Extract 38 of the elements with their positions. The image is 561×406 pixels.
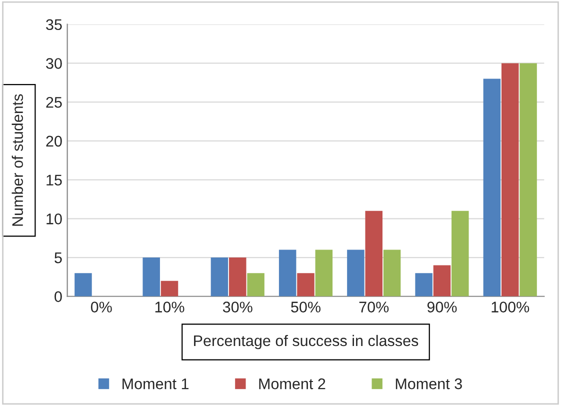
y-tick-label: 35: [46, 19, 62, 30]
x-tick-label: 30%: [222, 302, 252, 312]
bar: [383, 250, 401, 296]
y-tick-label: 0: [54, 291, 62, 302]
bar: [247, 273, 264, 296]
x-axis-title: Percentage of success in classes: [194, 334, 418, 350]
bar: [210, 258, 228, 296]
bar: [501, 63, 519, 296]
y-tick-label: 20: [46, 136, 62, 147]
y-tick-label: 5: [54, 252, 62, 264]
legend-label: Moment 1: [122, 378, 189, 390]
bar: [315, 250, 333, 296]
bar: [520, 63, 537, 296]
x-tick-label: 90%: [427, 302, 457, 312]
bar: [297, 273, 314, 296]
bar: [433, 265, 451, 296]
bar: [347, 250, 364, 296]
x-tick-label: 50%: [291, 302, 320, 312]
bar: [228, 258, 246, 296]
legend-label: Moment 3: [396, 378, 462, 390]
y-tick-label: 30: [46, 58, 62, 69]
bar: [452, 210, 469, 296]
y-axis-title: Number of students: [12, 94, 24, 226]
x-tick-label: 0%: [90, 302, 112, 312]
bar: [483, 78, 501, 296]
y-tick-label: 25: [46, 96, 62, 108]
bar: [278, 250, 296, 296]
legend-label: Moment 2: [259, 378, 326, 390]
bar: [160, 280, 178, 296]
x-tick-label: 70%: [359, 302, 389, 312]
bar: [142, 258, 160, 296]
bar: [415, 273, 432, 296]
x-tick-label: 100%: [492, 302, 530, 312]
y-tick-label: 10: [46, 214, 62, 224]
bar: [74, 273, 92, 296]
x-tick-label: 10%: [155, 302, 184, 312]
bar: [365, 210, 382, 296]
y-tick-label: 15: [46, 174, 62, 186]
